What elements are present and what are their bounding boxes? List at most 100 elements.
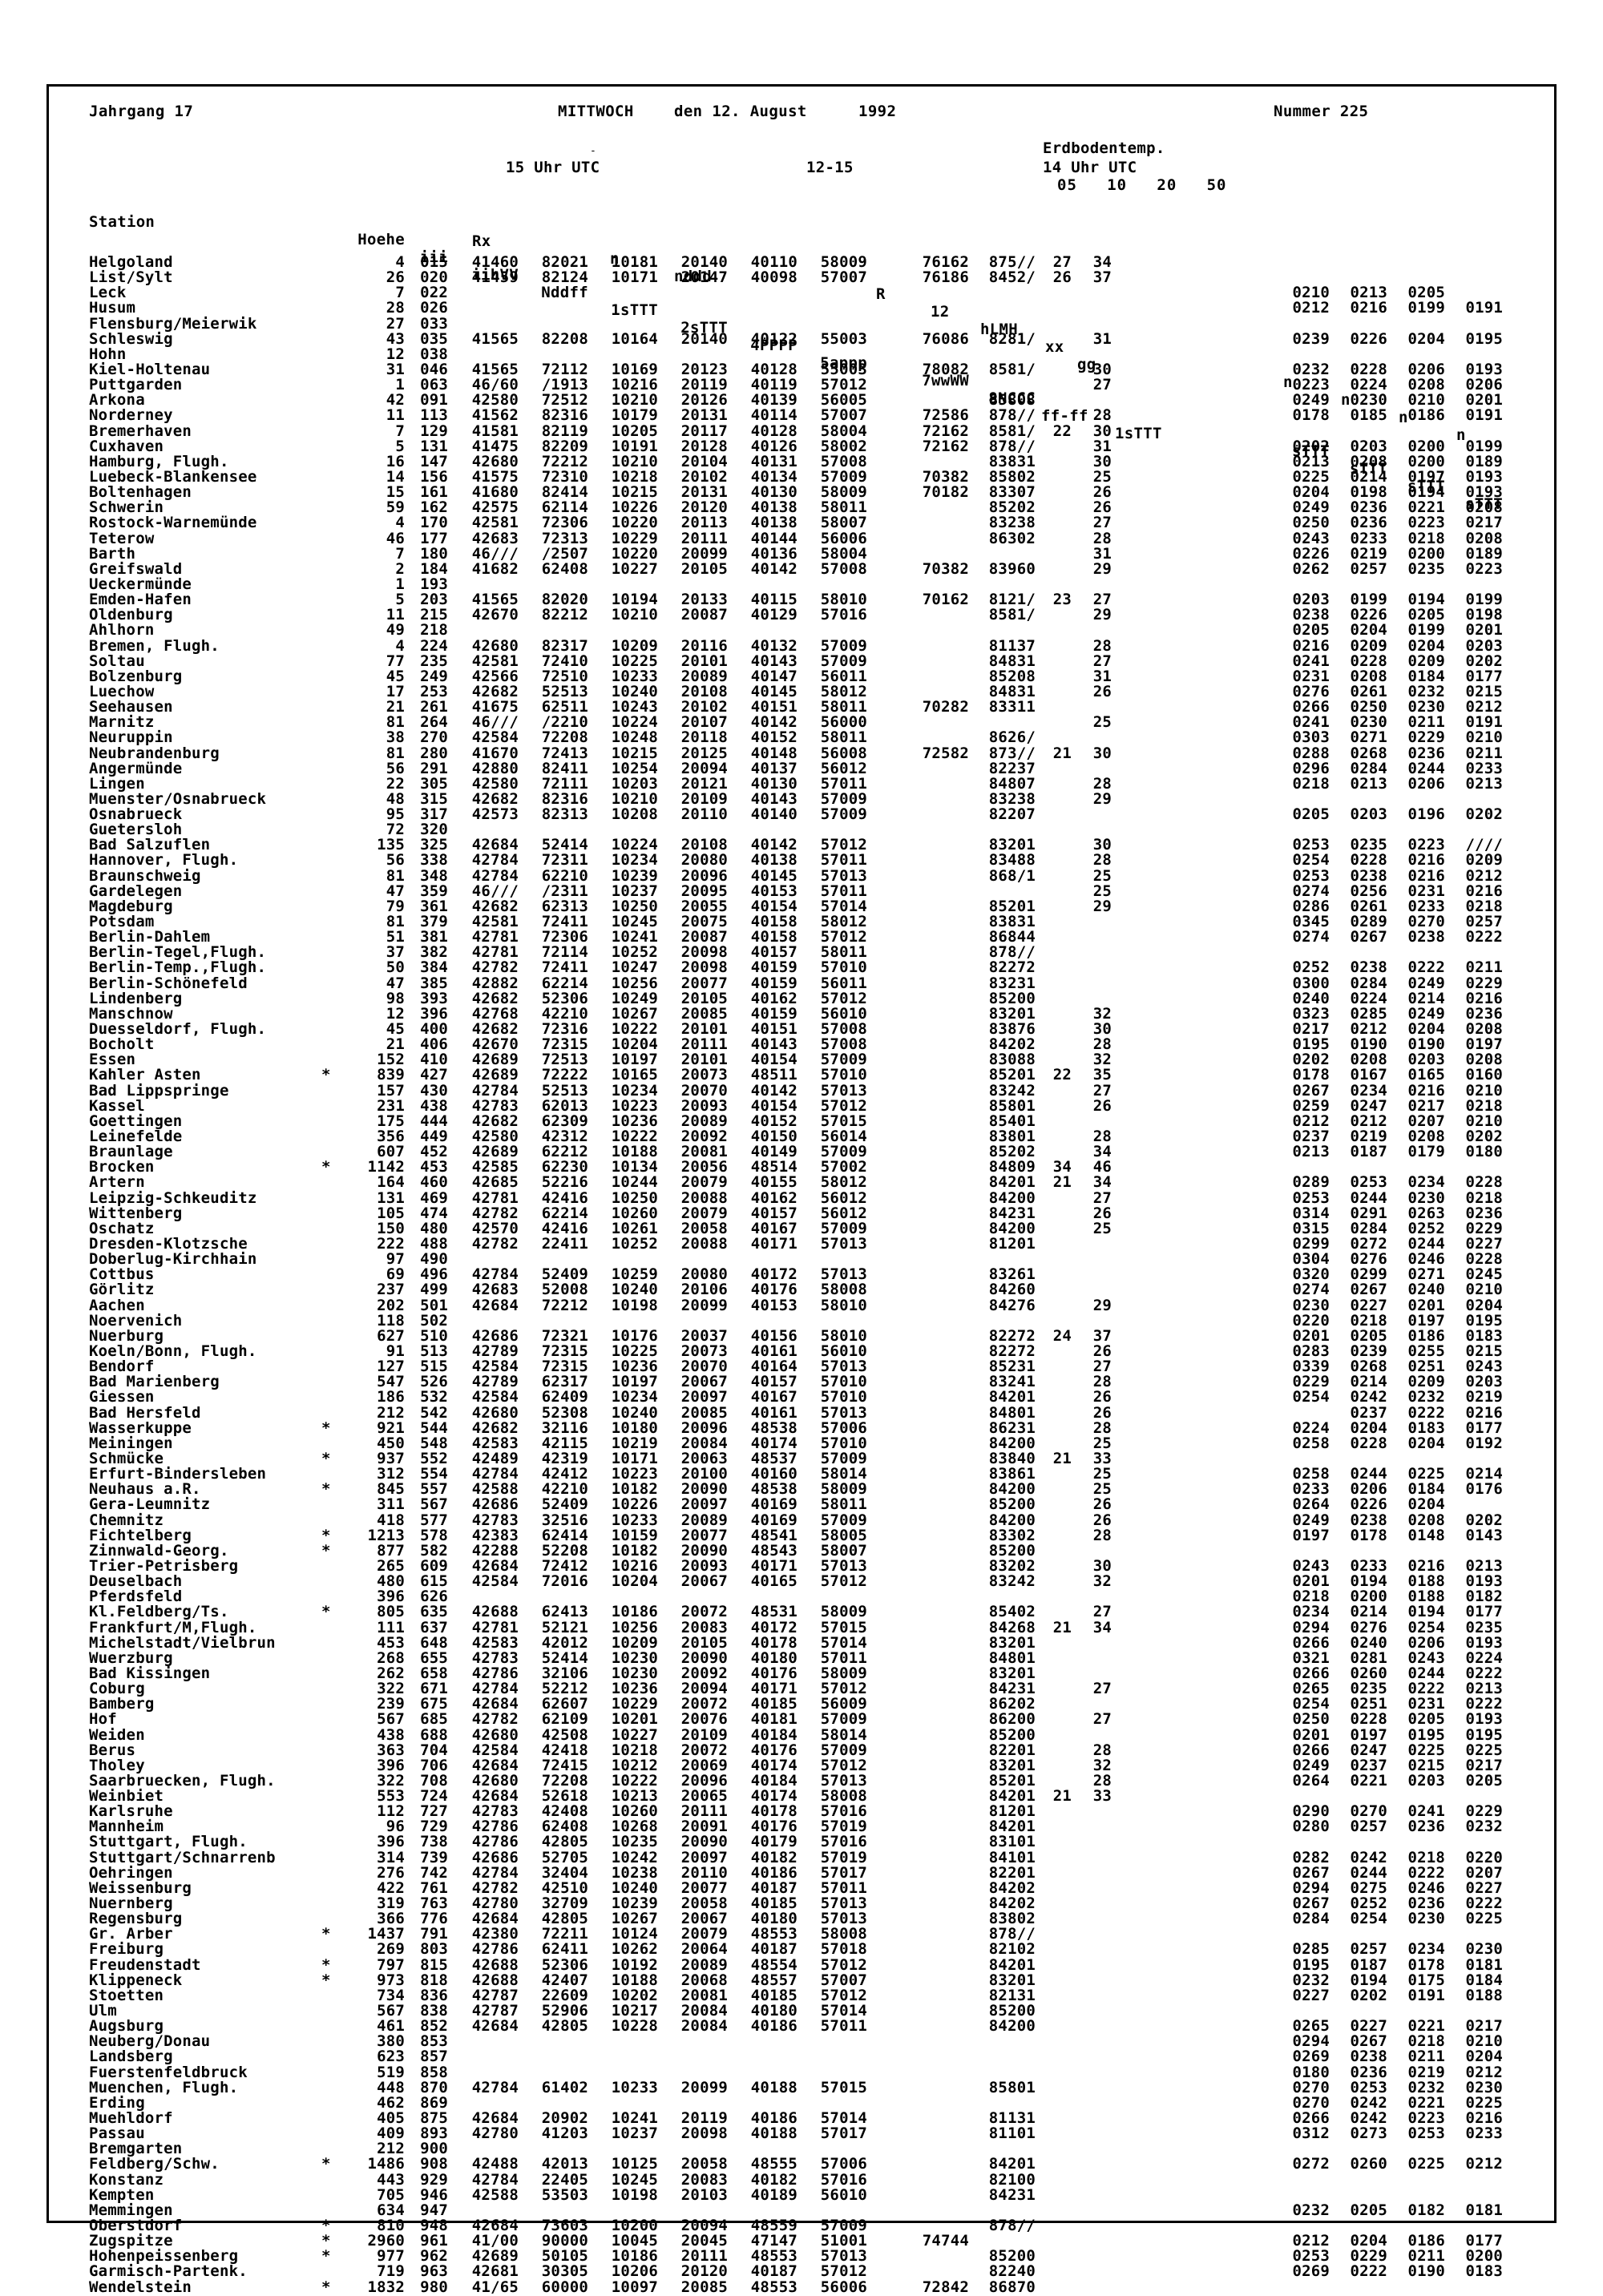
soil-temp-50: 0229 — [1465, 974, 1503, 992]
soil-temp-20: 0208 — [1407, 1128, 1445, 1146]
station-name: Garmisch-Partenk. — [89, 2262, 248, 2281]
soil-temp-05: 0212 — [1292, 1112, 1330, 1130]
soil-temp-05: 0262 — [1292, 559, 1330, 578]
max-temp-group: 28 — [1092, 1373, 1112, 1391]
nddff-group: 62511 — [541, 698, 588, 716]
pressure-group: 40165 — [750, 1572, 797, 1591]
pressure-group: 40184 — [750, 1725, 797, 1744]
nddff-group: 42805 — [541, 1910, 588, 1928]
tendency-group: 57012 — [820, 376, 867, 394]
pressure-group: 48511 — [750, 1066, 797, 1084]
table-row: Puttgarden 1 063 46/60/1913 10216 20119 40119 5… — [49, 376, 1559, 394]
station-number: 038 — [420, 345, 448, 363]
station-altitude: 322 — [377, 1771, 405, 1790]
temperature-group: 10226 — [611, 498, 658, 517]
dewpoint-group: 20110 — [680, 805, 728, 824]
max-temp-group: 30 — [1092, 1556, 1112, 1575]
soil-temp-10: 0228 — [1350, 851, 1387, 870]
station-number: 658 — [420, 1664, 448, 1682]
soil-temp-20: 0225 — [1407, 2155, 1445, 2173]
station-altitude: 396 — [377, 1833, 405, 1851]
station-name: Braunlage — [89, 1143, 173, 1161]
soil-temp-05: 0243 — [1292, 1556, 1330, 1575]
station-altitude: 26 — [386, 268, 405, 287]
tendency-group: 57017 — [820, 1863, 867, 1882]
dewpoint-group: 20103 — [680, 2185, 728, 2204]
soil-temp-20: 0203 — [1407, 1771, 1445, 1790]
station-number: 557 — [420, 1480, 448, 1499]
dewpoint-group: 20125 — [680, 744, 728, 762]
soil-temp-50: 0208 — [1465, 498, 1503, 517]
nddff-group: 30305 — [541, 2262, 588, 2281]
nddff-group: 72222 — [541, 1066, 588, 1084]
soil-temp-50: 0200 — [1465, 2247, 1503, 2266]
cloud-group: 84231 — [988, 1204, 1036, 1222]
table-row: Hohn 12 038 — [49, 345, 1559, 363]
pressure-group: 40138 — [750, 498, 797, 517]
table-row: Bad Hersfeld 212 542 42680 52308 10240 20085 40… — [49, 1403, 1559, 1422]
station-altitude: 265 — [377, 1556, 405, 1575]
table-row: Luechow 17 253 42682 52513 10240 20108 40145 580… — [49, 683, 1559, 700]
cloud-group: 82272 — [988, 958, 1036, 977]
max-temp-group: 30 — [1092, 1020, 1112, 1039]
soil-temp-20: 0232 — [1407, 2078, 1445, 2096]
temperature-group: 10194 — [611, 591, 658, 609]
table-row: Arkona 42 091 42580 72512 10210 20126 40139 5600… — [49, 391, 1559, 409]
pressure-group: 40159 — [750, 974, 797, 992]
iihvv-group: 42575 — [471, 498, 519, 517]
soil-temp-50: 0193 — [1465, 1710, 1503, 1729]
station-number: 444 — [420, 1112, 448, 1130]
temperature-group: 10248 — [611, 728, 658, 747]
station-altitude: 28 — [386, 299, 405, 317]
iihvv-group: 42786 — [471, 1940, 519, 1959]
station-number: 400 — [420, 1020, 448, 1039]
pressure-group: 40185 — [750, 1895, 797, 1913]
masthead-weekday: MITTWOCH — [558, 103, 634, 120]
station-number: 947 — [420, 2201, 448, 2219]
soil-temp-20: 0255 — [1407, 1342, 1445, 1360]
soil-temp-50: 0232 — [1465, 1818, 1503, 1836]
pressure-group: 40171 — [750, 1556, 797, 1575]
cloud-group: 85202 — [988, 1143, 1036, 1161]
soil-temp-20: 0197 — [1407, 467, 1445, 486]
tendency-group: 57013 — [820, 1403, 867, 1422]
station-number: 929 — [420, 2170, 448, 2189]
soil-temp-05: 0227 — [1292, 1986, 1330, 2004]
station-altitude: 319 — [377, 1895, 405, 1913]
soil-temp-10: 0253 — [1350, 2078, 1387, 2096]
iihvv-group: 42581 — [471, 913, 519, 931]
soil-temp-05: 0253 — [1292, 836, 1330, 854]
max-temp-group: 33 — [1092, 1449, 1112, 1467]
nddff-group: 42416 — [541, 1188, 588, 1207]
colhead-rx: Rx — [472, 232, 491, 250]
soil-temp-10: 0205 — [1350, 1326, 1387, 1345]
station-name: Freiburg — [89, 1940, 164, 1959]
colhead-soil-20: sTTT — [1407, 478, 1445, 495]
max-temp-group: 28 — [1092, 1128, 1112, 1146]
temperature-group: 10238 — [611, 1863, 658, 1882]
soil-temp-05: 0204 — [1292, 483, 1330, 502]
nddff-group: 72212 — [541, 452, 588, 470]
pressure-group: 40161 — [750, 1403, 797, 1422]
table-row: Rostock-Warnemünde 4 170 42581 72306 10220 201… — [49, 514, 1559, 531]
station-number: 532 — [420, 1388, 448, 1406]
soil-temp-50: 0230 — [1465, 2078, 1503, 2096]
station-altitude: 418 — [377, 1511, 405, 1529]
tendency-group: 56008 — [820, 744, 867, 762]
soil-temp-05: 0212 — [1292, 2232, 1330, 2250]
nddff-group: 82212 — [541, 606, 588, 624]
dewpoint-group: 20102 — [680, 698, 728, 716]
pressure-group: 40174 — [750, 1787, 797, 1806]
pressure-group: 40142 — [750, 713, 797, 732]
tendency-group: 57011 — [820, 1648, 867, 1667]
pressure-group: 40180 — [750, 1910, 797, 1928]
soil-temp-10: 0221 — [1350, 1771, 1387, 1790]
station-altitude: 312 — [377, 1465, 405, 1483]
soil-temp-50: 0189 — [1465, 544, 1503, 563]
iihvv-group: 41675 — [471, 698, 519, 716]
soil-temp-50: 0216 — [1465, 882, 1503, 900]
soil-temp-10: 0272 — [1350, 1235, 1387, 1253]
temperature-group: 10204 — [611, 1572, 658, 1591]
station-name: Chemnitz — [89, 1511, 164, 1529]
station-name: Hamburg, Flugh. — [89, 452, 229, 470]
